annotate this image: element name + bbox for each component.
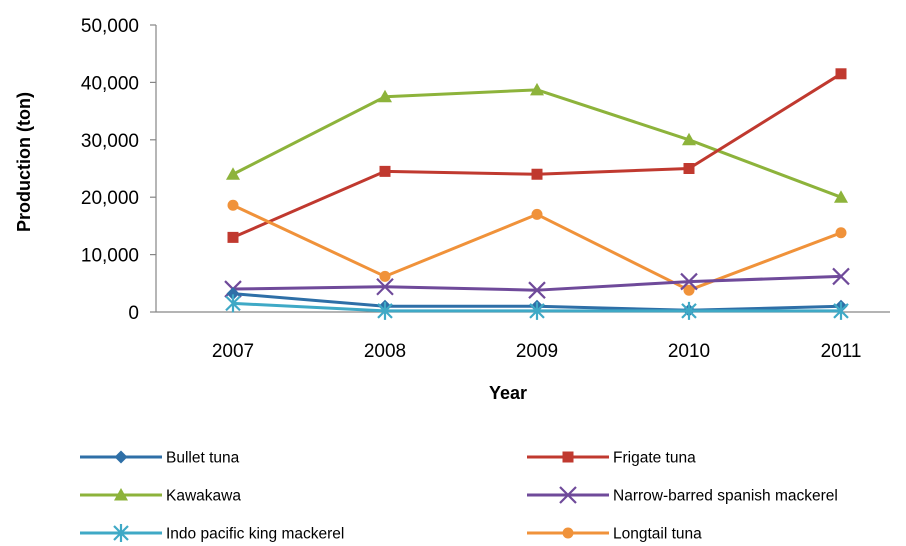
data-point: [530, 82, 544, 96]
data-point: [680, 272, 698, 291]
plot-area: [224, 68, 850, 320]
series-kawakawa: [226, 82, 848, 203]
data-point: [832, 267, 850, 286]
legend-marker: [114, 488, 128, 501]
data-point: [376, 277, 394, 296]
data-point: [225, 294, 241, 313]
y-tick-label: 30,000: [81, 131, 139, 152]
data-point: [529, 301, 545, 320]
legend-label: Longtail tuna: [613, 526, 702, 543]
legend-marker: [559, 486, 577, 504]
data-point: [226, 287, 240, 301]
series-longtail-tuna: [227, 199, 847, 296]
data-point: [528, 281, 546, 299]
data-point: [227, 231, 239, 243]
legend-marker: [114, 450, 128, 464]
x-tick-label: 2009: [516, 341, 558, 362]
series-indo-pacific-king-mackerel: [225, 294, 849, 320]
legend-marker: [113, 524, 129, 542]
chart-legend: Bullet tuna Frigate tuna Kawakawa Narrow-ba…: [80, 450, 838, 543]
series-narrow-barred-spanish-mackerel: [224, 267, 850, 299]
data-point: [531, 168, 543, 180]
legend-marker: [562, 527, 574, 539]
y-axis-title: Production (ton): [14, 92, 34, 232]
data-point: [378, 89, 392, 103]
legend-item: Indo pacific king mackerel: [80, 524, 344, 543]
y-tick-label: 20,000: [81, 188, 139, 209]
series-line: [232, 274, 842, 292]
series-line: [232, 88, 842, 199]
y-tick-label: 40,000: [81, 73, 139, 94]
x-tick-label: 2011: [821, 341, 862, 362]
legend-item: Frigate tuna: [527, 450, 696, 467]
data-point: [531, 208, 543, 220]
y-tick-label: 10,000: [81, 246, 139, 267]
legend-item: Kawakawa: [80, 488, 241, 505]
data-point: [835, 68, 847, 80]
x-tick-label: 2008: [364, 341, 406, 362]
legend-item: Longtail tuna: [527, 526, 702, 543]
x-axis-title: Year: [489, 383, 527, 403]
data-point: [683, 284, 695, 296]
data-point: [227, 199, 239, 211]
legend-label: Frigate tuna: [613, 450, 696, 467]
legend-marker: [562, 451, 574, 463]
x-tick-label: 2007: [212, 341, 254, 362]
data-point: [681, 301, 697, 320]
series-frigate-tuna: [227, 68, 847, 243]
data-point: [377, 301, 393, 320]
data-point: [833, 301, 849, 320]
legend-label: Kawakawa: [166, 488, 241, 505]
data-point: [835, 227, 847, 239]
legend-label: Bullet tuna: [166, 450, 240, 467]
legend-item: Bullet tuna: [80, 450, 240, 467]
legend-item: Narrow-barred spanish mackerel: [527, 486, 838, 505]
legend-label: Indo pacific king mackerel: [166, 526, 344, 543]
data-point: [834, 190, 848, 203]
x-tick-label: 2010: [668, 341, 710, 362]
data-point: [379, 270, 391, 282]
y-tick-label: 0: [128, 303, 139, 324]
data-point: [683, 163, 695, 174]
legend-label: Narrow-barred spanish mackerel: [613, 488, 838, 505]
data-point: [226, 167, 240, 180]
chart-axes: 0 10,000 20,000 30,000 40,000 50,000 2007 2008 2…: [81, 16, 890, 362]
data-point: [682, 132, 696, 146]
y-tick-label: 50,000: [81, 16, 139, 37]
data-point: [379, 165, 391, 177]
